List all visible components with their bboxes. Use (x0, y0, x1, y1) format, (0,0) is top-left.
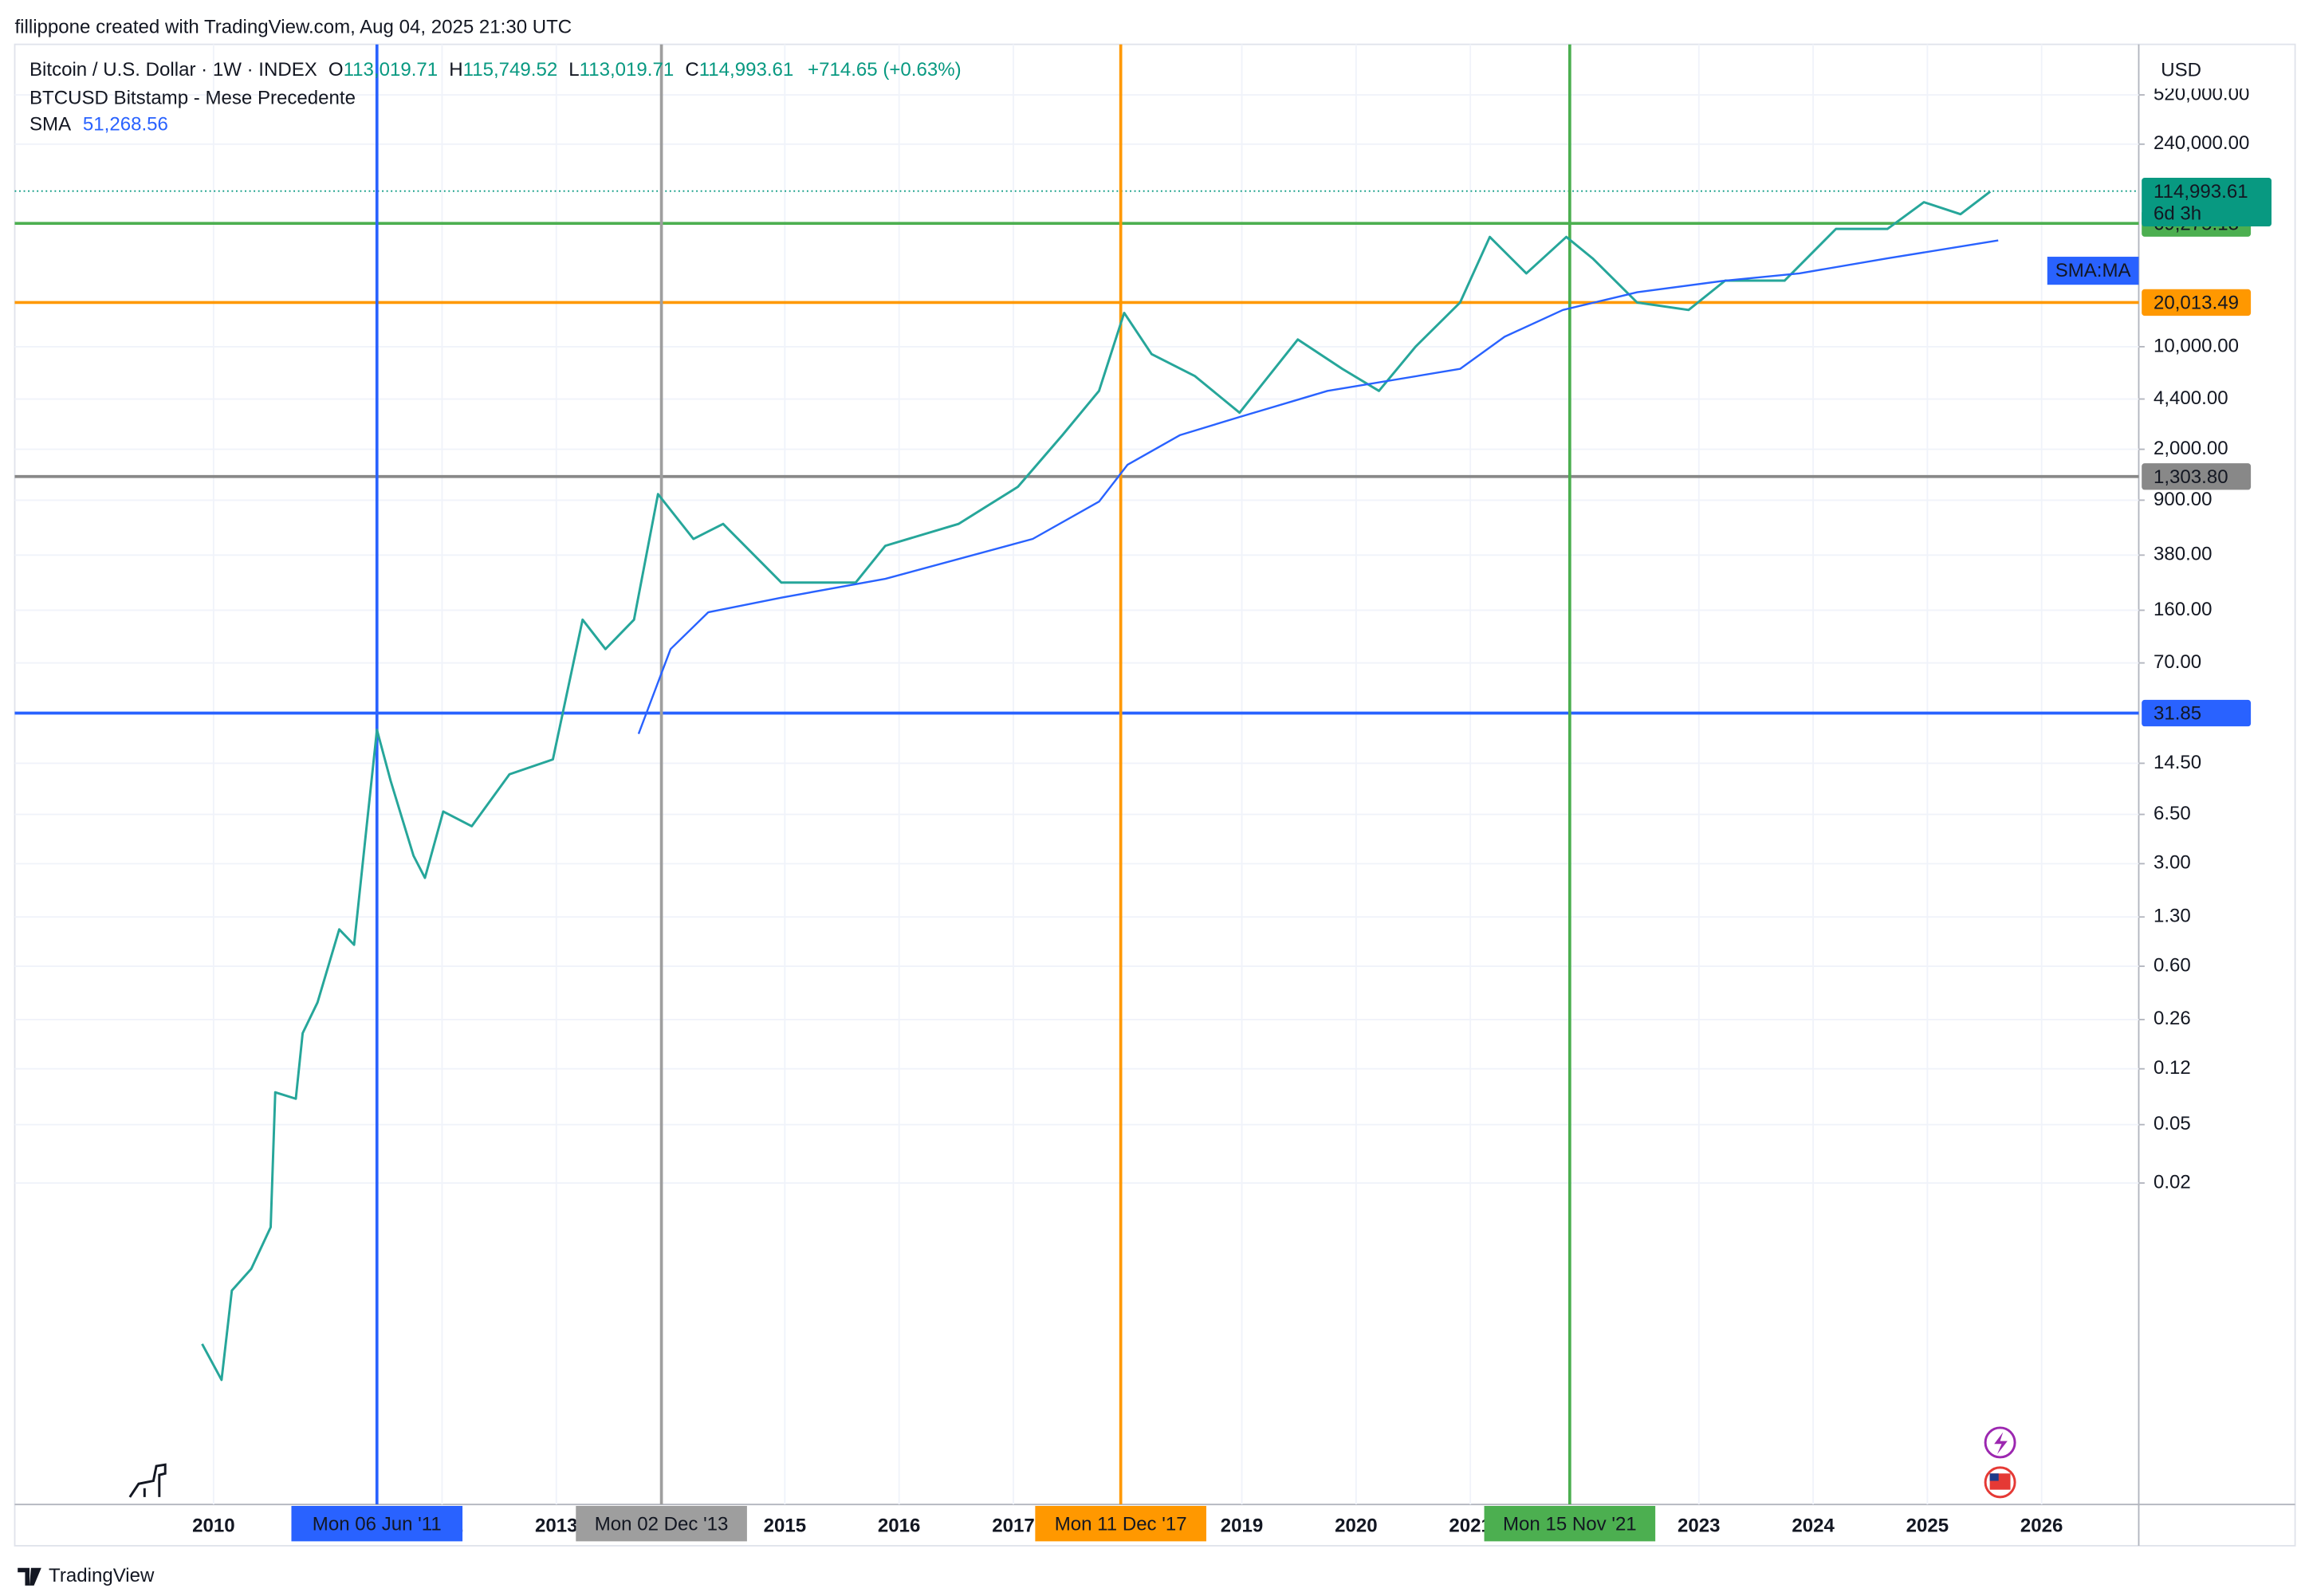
currency-button[interactable]: USD (2161, 59, 2201, 81)
y-tick-label: 0.05 (2154, 1113, 2191, 1134)
date-marker-label: Mon 02 Dec '13 (595, 1513, 729, 1535)
x-tick-label: 2019 (1221, 1515, 1264, 1536)
price-line-tag (2142, 699, 2252, 727)
y-tick-label: 380.00 (2154, 544, 2212, 565)
legend-change: +714.65 (+0.63%) (808, 59, 962, 81)
legend-close: 114,993.61 (699, 59, 794, 81)
y-tick-label: 900.00 (2154, 489, 2212, 510)
y-tick-label: 70.00 (2154, 651, 2201, 673)
date-marker-tag (1484, 1506, 1656, 1542)
series-line (637, 239, 1999, 734)
header: fillippone created with TradingView.com,… (15, 17, 572, 38)
y-tick-label: 4,400.00 (2154, 387, 2228, 409)
last-price-label: 114,993.61 (2154, 181, 2248, 202)
footer-brand: TradingView (49, 1565, 155, 1586)
legend-high: 115,749.52 (463, 59, 558, 81)
x-tick-label: 2013 (535, 1515, 577, 1536)
chart-frame (14, 43, 2296, 1547)
x-tick-label: 2024 (1792, 1515, 1835, 1536)
sma-tag-bg (2047, 257, 2139, 285)
date-marker-label: Mon 15 Nov '21 (1503, 1513, 1637, 1535)
x-tick-label: 2020 (1335, 1515, 1378, 1536)
plot-area (14, 44, 2139, 1505)
sma-tag: SMA:MA (2055, 260, 2131, 281)
y-tick-label: 14.50 (2154, 752, 2201, 773)
y-tick-label: 0.60 (2154, 954, 2191, 976)
x-tick-label: 2016 (878, 1515, 921, 1536)
x-tick-label: 2023 (1678, 1515, 1721, 1536)
legend-l-label: L (568, 59, 579, 81)
countdown-label: 6d 3h (2154, 203, 2201, 225)
price-line-label: 31.85 (2154, 703, 2201, 725)
x-tick-label: 2026 (2020, 1515, 2063, 1536)
lightning-icon (1994, 1432, 2008, 1455)
legend-open: 113,019.71 (344, 59, 439, 81)
legend-sma-label: SMA (30, 114, 71, 136)
currency-button-bg[interactable] (2142, 53, 2290, 89)
x-tick-label: 2017 (992, 1515, 1035, 1536)
flag-canton (1989, 1473, 1999, 1481)
x-tick-label: 2025 (1906, 1515, 1949, 1536)
date-marker-tag (576, 1506, 747, 1542)
legend-low: 113,019.71 (580, 59, 675, 81)
y-tick-label: 3.00 (2154, 852, 2191, 874)
date-marker-label: Mon 06 Jun '11 (313, 1513, 442, 1535)
series-line (201, 191, 1992, 1382)
y-tick-label: 0.02 (2154, 1171, 2191, 1193)
legend-c-label: C (685, 59, 698, 81)
legend-o-label: O (328, 59, 344, 81)
y-tick-label: 0.26 (2154, 1008, 2191, 1029)
date-marker-tag (1035, 1506, 1206, 1542)
price-line-label: 20,013.49 (2154, 293, 2239, 314)
x-tick-label: 2015 (764, 1515, 807, 1536)
dino-icon (128, 1463, 167, 1498)
date-marker-tag (291, 1506, 463, 1542)
axes: 2010201220132015201620172019202020212023… (192, 83, 2272, 1542)
x-tick-label: 2010 (192, 1515, 235, 1536)
price-line-tag (2142, 289, 2252, 316)
grid (14, 44, 2139, 1505)
legend-h-label: H (449, 59, 462, 81)
date-marker-label: Mon 11 Dec '17 (1055, 1513, 1187, 1535)
y-tick-label: 0.12 (2154, 1057, 2191, 1079)
legend-line: Bitcoin / U.S. Dollar · 1W · INDEX O113,… (30, 59, 962, 81)
y-tick-label: 1.30 (2154, 906, 2191, 927)
tv-logo (18, 1567, 41, 1586)
legend-sma-value: 51,268.56 (83, 114, 168, 136)
legend-sma: SMA 51,268.56 (30, 114, 168, 136)
y-tick-label: 6.50 (2154, 803, 2191, 824)
price-line-tag (2142, 463, 2252, 490)
y-tick-label: 2,000.00 (2154, 438, 2228, 459)
last-price-tag (2142, 178, 2272, 227)
legend-source: BTCUSD Bitstamp - Mese Precedente (30, 87, 356, 108)
legend-symbol: Bitcoin / U.S. Dollar · 1W · INDEX (30, 59, 317, 81)
y-tick-label: 240,000.00 (2154, 132, 2249, 154)
price-line-label: 1,303.80 (2154, 466, 2228, 488)
y-tick-label: 160.00 (2154, 599, 2212, 620)
y-tick-label: 10,000.00 (2154, 335, 2239, 356)
